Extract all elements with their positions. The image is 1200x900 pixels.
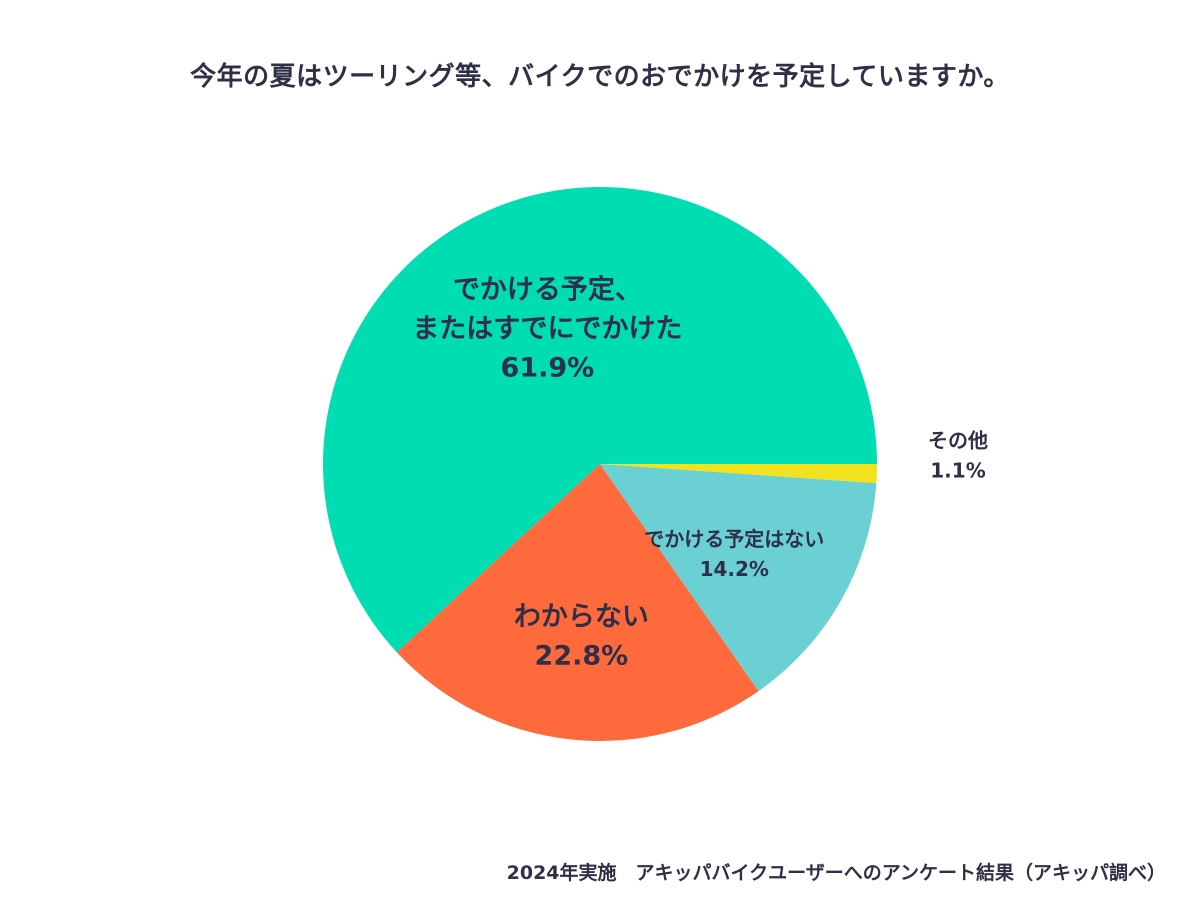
slice-category-0-1: またはすでにでかけた [412,313,682,344]
source-note: 2024年実施 アキッパバイクユーザーへのアンケート結果（アキッパ調べ） [506,862,1166,884]
slice-value-0: 61.9% [501,352,595,383]
slice-category-3: その他 [928,429,988,453]
pie-slice-3 [600,464,877,484]
slice-value-3: 1.1% [930,459,985,483]
pie-slice-0 [323,187,877,653]
slice-label-2: でかける予定はない 14.2% [644,527,824,581]
slice-label-1: わからない 22.8% [514,602,649,672]
slice-category-2: でかける予定はない [644,527,824,551]
slice-category-0-0: でかける予定、 [453,273,642,305]
slice-label-0: でかける予定、またはすでにでかけた 61.9% [412,273,682,383]
slice-value-2: 14.2% [700,557,769,581]
slice-value-1: 22.8% [535,641,629,672]
chart-title: 今年の夏はツーリング等、バイクでのおでかけを予定していますか。 [190,62,1010,92]
pie-slice-1 [396,464,759,742]
slice-label-3: その他 1.1% [928,429,988,483]
slice-category-1: わからない [514,602,649,633]
pie-slice-2 [600,464,877,692]
